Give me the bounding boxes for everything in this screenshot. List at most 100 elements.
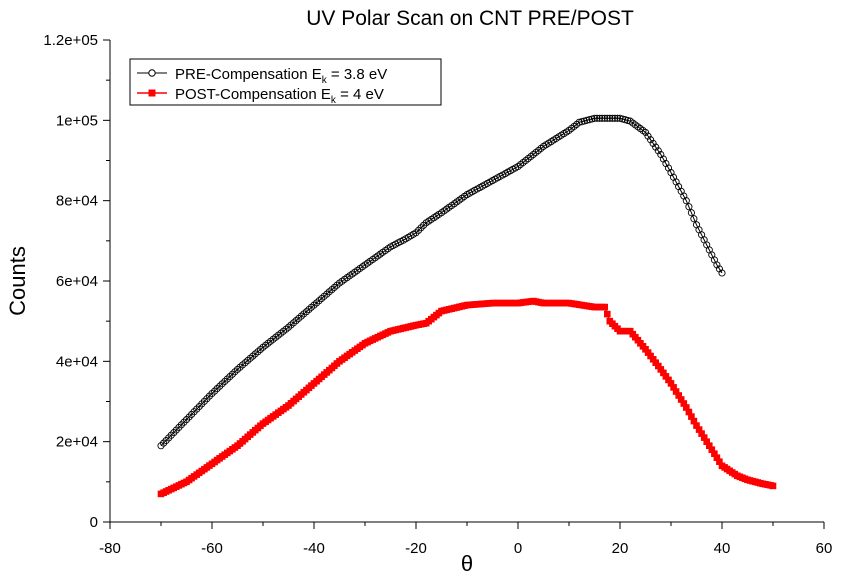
data-point	[685, 408, 693, 416]
data-point	[608, 114, 616, 122]
data-point	[695, 426, 703, 433]
data-point	[683, 404, 690, 411]
data-point	[677, 396, 685, 403]
data-point	[601, 303, 608, 311]
data-point	[675, 392, 682, 399]
legend-marker-pre	[148, 69, 156, 77]
data-point	[514, 162, 522, 171]
data-point	[415, 226, 423, 234]
data-point	[687, 209, 695, 217]
data-point	[216, 382, 224, 390]
x-tick-label: 40	[714, 540, 731, 557]
data-point	[575, 118, 583, 126]
y-tick-label: 1e+05	[56, 112, 98, 129]
x-tick-label: 0	[514, 540, 522, 557]
x-axis-label: θ	[461, 551, 473, 576]
legend-label-pre: PRE-Compensation Ek = 3.8 eV	[175, 66, 387, 86]
y-ticks: 0 2e+04 4e+04 6e+04 8e+04 1e+05 1.2e+05	[43, 32, 110, 531]
data-point	[417, 224, 425, 232]
legend-box	[129, 58, 442, 106]
data-point	[713, 261, 721, 269]
data-point	[223, 375, 231, 383]
x-ticks: -80 -60 -40 -20 0 20 40 60	[99, 522, 832, 557]
data-point	[177, 421, 185, 429]
data-point	[769, 482, 777, 490]
data-point	[180, 418, 188, 426]
data-point	[522, 156, 530, 165]
data-point	[211, 387, 219, 395]
data-point	[688, 413, 695, 420]
data-point	[682, 197, 690, 205]
data-point	[284, 323, 293, 331]
data-point	[412, 229, 420, 237]
data-point	[277, 329, 285, 337]
data-point	[190, 408, 198, 416]
data-point	[590, 114, 599, 122]
data-point	[313, 299, 321, 307]
data-point	[182, 416, 191, 424]
data-point	[606, 114, 614, 122]
data-point	[708, 446, 716, 453]
data-point	[262, 341, 270, 349]
data-point	[672, 388, 680, 395]
data-point	[711, 450, 718, 457]
legend-label-post-sub: k	[331, 95, 337, 106]
data-point	[667, 380, 675, 387]
data-point	[221, 377, 229, 385]
data-point	[246, 354, 254, 362]
data-point	[241, 359, 249, 367]
legend-marker-post	[148, 89, 156, 97]
y-tick-label: 6e+04	[56, 273, 98, 290]
legend-label-post-main: POST-Compensation E	[175, 86, 331, 103]
data-point	[228, 370, 236, 378]
data-point	[655, 362, 662, 370]
data-point	[195, 402, 203, 411]
x-tick-label: -20	[405, 540, 427, 557]
data-point	[698, 430, 705, 437]
y-tick-label: 2e+04	[56, 434, 98, 451]
x-tick-label: 20	[612, 540, 629, 557]
data-point	[272, 333, 280, 341]
data-point	[160, 439, 168, 447]
data-point	[706, 442, 713, 449]
data-point	[200, 397, 208, 405]
plot-series	[157, 114, 777, 498]
data-point	[690, 215, 698, 223]
legend-label-pre-sub: k	[322, 75, 328, 86]
series-pre	[157, 114, 726, 450]
legend: PRE-Compensation Ek = 3.8 eV POST-Compen…	[129, 58, 442, 106]
data-point	[254, 348, 262, 356]
data-point	[660, 369, 667, 377]
data-point	[644, 132, 652, 140]
data-point	[703, 438, 710, 445]
data-point	[583, 116, 591, 124]
data-point	[323, 290, 331, 298]
data-point	[330, 283, 338, 291]
data-point	[205, 392, 213, 400]
legend-label-post: POST-Compensation Ek = 4 eV	[175, 86, 384, 106]
series-post	[157, 297, 777, 498]
series-line	[160, 117, 723, 447]
data-point	[175, 423, 183, 431]
data-point	[203, 395, 211, 403]
data-point	[690, 417, 698, 425]
data-point	[644, 349, 652, 356]
data-point	[598, 114, 606, 122]
data-point	[328, 286, 336, 294]
y-tick-label: 4e+04	[56, 353, 98, 370]
data-point	[290, 319, 298, 327]
data-point	[162, 436, 170, 445]
data-point	[305, 305, 313, 314]
data-point	[315, 297, 323, 305]
data-point	[652, 143, 660, 151]
data-point	[170, 429, 178, 437]
data-point	[596, 114, 604, 122]
data-point	[527, 152, 535, 161]
y-axis-label: Counts	[5, 246, 30, 316]
data-point	[529, 150, 537, 159]
legend-label-pre-tail: = 3.8 eV	[327, 66, 387, 83]
legend-label-post-tail: = 4 eV	[336, 86, 384, 103]
data-point	[716, 458, 723, 465]
data-point	[233, 365, 242, 373]
data-point	[713, 454, 721, 461]
